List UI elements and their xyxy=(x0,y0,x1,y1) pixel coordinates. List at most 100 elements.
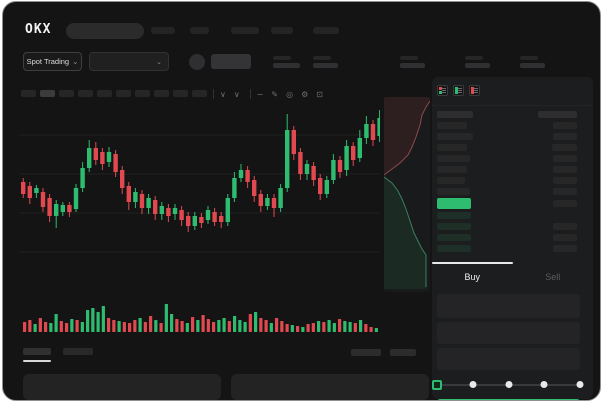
timeframe-button[interactable] xyxy=(59,90,74,97)
pair-name-placeholder xyxy=(211,54,251,69)
last-price-row[interactable] xyxy=(432,197,593,210)
bid-row[interactable] xyxy=(432,243,593,254)
total-input[interactable] xyxy=(437,348,580,370)
bottom-tab-active[interactable] xyxy=(23,348,51,362)
price-placeholder xyxy=(437,245,471,252)
bid-row[interactable] xyxy=(432,210,593,221)
percent-slider[interactable] xyxy=(432,380,584,390)
active-tab-underline xyxy=(23,360,51,362)
ask-row[interactable] xyxy=(432,175,593,186)
bottom-action[interactable] xyxy=(390,349,416,356)
nav-item-5[interactable] xyxy=(313,27,339,34)
tab-buy[interactable]: Buy xyxy=(464,272,480,282)
price-placeholder xyxy=(437,223,471,230)
price-placeholder xyxy=(437,166,467,173)
coin-icon xyxy=(189,54,205,70)
last-price-highlight xyxy=(437,198,471,209)
price-placeholder xyxy=(437,122,467,129)
active-tab-indicator xyxy=(432,262,513,264)
price-placeholder xyxy=(437,234,471,241)
size-placeholder xyxy=(553,122,577,129)
order-book[interactable] xyxy=(432,106,593,254)
ticker-stat xyxy=(520,56,545,68)
volume-chart[interactable] xyxy=(19,298,380,334)
ticker-stat xyxy=(465,56,490,68)
buy-submit-button[interactable] xyxy=(437,399,580,400)
price-placeholder xyxy=(437,144,467,151)
tab-sell[interactable]: Sell xyxy=(545,272,561,282)
fullscreen-icon[interactable]: ⊡ xyxy=(316,90,323,99)
bottom-panel-right xyxy=(231,374,429,400)
nav-item-2[interactable] xyxy=(190,27,209,34)
timeframe-button[interactable] xyxy=(135,90,150,97)
bottom-panel-left xyxy=(23,374,221,400)
pair-dropdown[interactable]: ⌄ xyxy=(89,52,169,71)
search-input[interactable] xyxy=(66,23,144,39)
toolbar-divider xyxy=(249,89,251,99)
bid-row[interactable] xyxy=(432,221,593,232)
nav-item-4[interactable] xyxy=(271,27,293,34)
size-placeholder xyxy=(553,166,577,173)
slider-step-dot[interactable] xyxy=(576,381,584,388)
draw-pencil-icon[interactable]: ✎ xyxy=(271,90,279,99)
slider-step-dot[interactable] xyxy=(505,381,512,388)
toolbar-icons: ∨ ∨ ∼ ✎ ◎ ⚙ ⊡ xyxy=(220,84,331,101)
indicator-wave-icon[interactable]: ∼ xyxy=(256,90,264,99)
price-placeholder xyxy=(437,111,473,118)
timeframe-button[interactable] xyxy=(173,90,188,97)
amount-input[interactable] xyxy=(437,322,580,344)
price-placeholder xyxy=(437,188,470,195)
toolbar-divider xyxy=(213,89,214,99)
trade-form xyxy=(432,294,593,400)
interval-chevron-icon[interactable]: ∨ xyxy=(233,90,240,99)
bottom-action[interactable] xyxy=(351,349,381,356)
price-placeholder xyxy=(437,177,465,184)
size-placeholder xyxy=(553,155,577,162)
size-placeholder xyxy=(553,200,577,207)
size-placeholder xyxy=(552,144,577,151)
chart-toolbar: ∨ ∨ ∼ ✎ ◎ ⚙ ⊡ xyxy=(21,84,331,102)
ask-row[interactable] xyxy=(432,164,593,175)
okx-logo[interactable]: OKX xyxy=(25,22,52,37)
orderbook-asks-icon[interactable] xyxy=(469,85,480,96)
slider-step-dot[interactable] xyxy=(469,381,477,388)
orderbook-bids-icon[interactable] xyxy=(453,85,464,96)
ticker-stat xyxy=(273,56,300,68)
nav-item-3[interactable] xyxy=(231,27,259,34)
timeframe-button[interactable] xyxy=(192,90,207,97)
order-panel: Buy Sell xyxy=(432,77,593,400)
depth-chart[interactable] xyxy=(384,97,430,292)
candle-type-chevron-icon[interactable]: ∨ xyxy=(220,90,226,99)
price-placeholder xyxy=(437,155,470,162)
nav-item-1[interactable] xyxy=(151,27,175,34)
timeframe-button[interactable] xyxy=(116,90,131,97)
size-placeholder xyxy=(538,111,577,118)
ask-row[interactable] xyxy=(432,153,593,164)
ask-row[interactable] xyxy=(432,131,593,142)
chevron-down-icon: ⌄ xyxy=(156,58,162,66)
price-input[interactable] xyxy=(437,294,580,318)
orderbook-view-switcher xyxy=(432,77,593,106)
price-placeholder xyxy=(437,133,473,140)
ticker-stat xyxy=(313,56,338,68)
bid-row[interactable] xyxy=(432,232,593,243)
timeframe-button-active[interactable] xyxy=(40,90,55,97)
timeframe-button[interactable] xyxy=(97,90,112,97)
camera-icon[interactable]: ◎ xyxy=(286,90,294,99)
ask-row[interactable] xyxy=(432,186,593,197)
slider-handle[interactable] xyxy=(432,380,442,390)
ask-row[interactable] xyxy=(432,120,593,131)
bottom-tab[interactable] xyxy=(63,348,93,355)
settings-gear-icon[interactable]: ⚙ xyxy=(301,90,309,99)
timeframe-button[interactable] xyxy=(21,90,36,97)
slider-step-dot[interactable] xyxy=(540,381,548,388)
orderbook-combined-icon[interactable] xyxy=(437,85,448,96)
ask-row[interactable] xyxy=(432,142,593,153)
timeframe-button[interactable] xyxy=(78,90,93,97)
market-type-dropdown[interactable]: Spot Trading ⌄ xyxy=(23,52,82,71)
timeframe-button[interactable] xyxy=(154,90,169,97)
size-placeholder xyxy=(553,245,577,252)
orderbook-header[interactable] xyxy=(432,109,593,120)
candlestick-chart[interactable] xyxy=(19,99,380,292)
